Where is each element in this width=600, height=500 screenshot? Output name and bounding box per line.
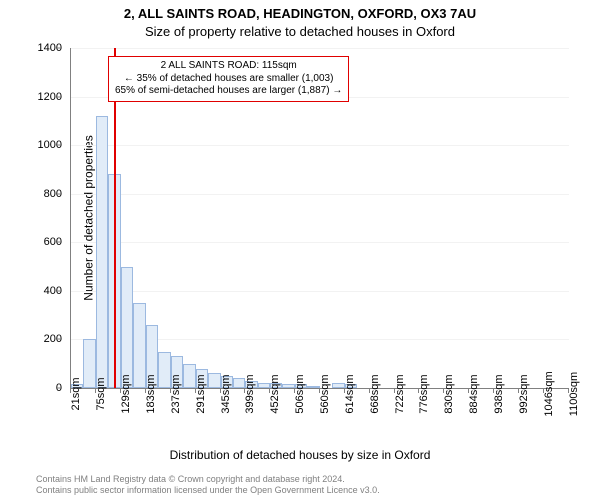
y-tick-mark [57, 242, 62, 243]
annotation-line2: ← 35% of detached houses are smaller (1,… [115, 73, 342, 86]
x-tick-label: 399sqm [244, 374, 256, 413]
y-tick-mark [57, 96, 62, 97]
y-tick-mark [57, 193, 62, 194]
y-tick-mark [57, 290, 62, 291]
x-tick-label: 938sqm [493, 374, 505, 413]
footer-attribution: Contains HM Land Registry data © Crown c… [36, 474, 380, 496]
x-axis-label: Distribution of detached houses by size … [0, 448, 600, 462]
chart-title-line1: 2, ALL SAINTS ROAD, HEADINGTON, OXFORD, … [0, 6, 600, 21]
y-tick-mark [57, 145, 62, 146]
x-tick-label: 884sqm [468, 374, 480, 413]
x-tick-label: 1100sqm [568, 372, 580, 416]
footer-line2: Contains public sector information licen… [36, 485, 380, 496]
histogram-bar [183, 364, 195, 388]
histogram-bar [158, 352, 170, 388]
x-tick-label: 291sqm [195, 374, 207, 413]
y-axis-ticks: 0200400600800100012001400 [0, 48, 70, 388]
chart-title-line2: Size of property relative to detached ho… [0, 24, 600, 39]
histogram-bar [208, 373, 220, 388]
y-tick-mark [57, 339, 62, 340]
y-tick-mark [57, 48, 62, 49]
chart-container: 2, ALL SAINTS ROAD, HEADINGTON, OXFORD, … [0, 0, 600, 500]
x-tick-label: 722sqm [394, 374, 406, 413]
x-tick-label: 345sqm [220, 374, 232, 413]
x-tick-label: 776sqm [418, 374, 430, 413]
x-tick-label: 506sqm [294, 374, 306, 413]
x-tick-label: 830sqm [443, 374, 455, 413]
x-tick-label: 560sqm [319, 374, 331, 413]
footer-line1: Contains HM Land Registry data © Crown c… [36, 474, 380, 485]
histogram-bar [96, 116, 108, 388]
x-tick-label: 992sqm [518, 374, 530, 413]
annotation-line1: 2 ALL SAINTS ROAD: 115sqm [115, 60, 342, 73]
annotation-line3: 65% of semi-detached houses are larger (… [115, 85, 342, 98]
x-tick-label: 21sqm [70, 377, 82, 410]
x-tick-label: 668sqm [369, 374, 381, 413]
x-tick-label: 452sqm [269, 374, 281, 413]
y-tick-mark [57, 388, 62, 389]
histogram-bar [133, 303, 145, 388]
x-tick-label: 129sqm [120, 374, 132, 413]
x-tick-label: 1046sqm [543, 371, 555, 416]
property-annotation-box: 2 ALL SAINTS ROAD: 115sqm ← 35% of detac… [108, 56, 349, 102]
x-tick-label: 75sqm [95, 377, 107, 410]
x-tick-label: 614sqm [344, 374, 356, 413]
x-tick-label: 237sqm [170, 374, 182, 413]
x-tick-label: 183sqm [145, 374, 157, 413]
histogram-bar [121, 267, 133, 388]
